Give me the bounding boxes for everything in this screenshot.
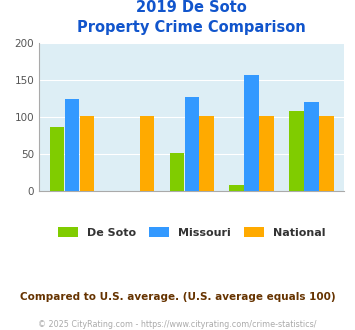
Bar — [304, 102, 318, 191]
Bar — [319, 116, 334, 191]
Bar — [185, 97, 199, 191]
Bar — [140, 116, 154, 191]
Bar — [50, 127, 64, 191]
Legend: De Soto, Missouri, National: De Soto, Missouri, National — [53, 223, 330, 242]
Bar — [65, 99, 79, 191]
Bar — [260, 116, 274, 191]
Bar — [80, 116, 94, 191]
Bar — [200, 116, 214, 191]
Text: Compared to U.S. average. (U.S. average equals 100): Compared to U.S. average. (U.S. average … — [20, 292, 335, 302]
Text: © 2025 CityRating.com - https://www.cityrating.com/crime-statistics/: © 2025 CityRating.com - https://www.city… — [38, 320, 317, 329]
Bar — [229, 185, 244, 191]
Bar — [289, 111, 304, 191]
Bar — [170, 153, 184, 191]
Bar — [244, 75, 259, 191]
Title: 2019 De Soto
Property Crime Comparison: 2019 De Soto Property Crime Comparison — [77, 0, 306, 35]
